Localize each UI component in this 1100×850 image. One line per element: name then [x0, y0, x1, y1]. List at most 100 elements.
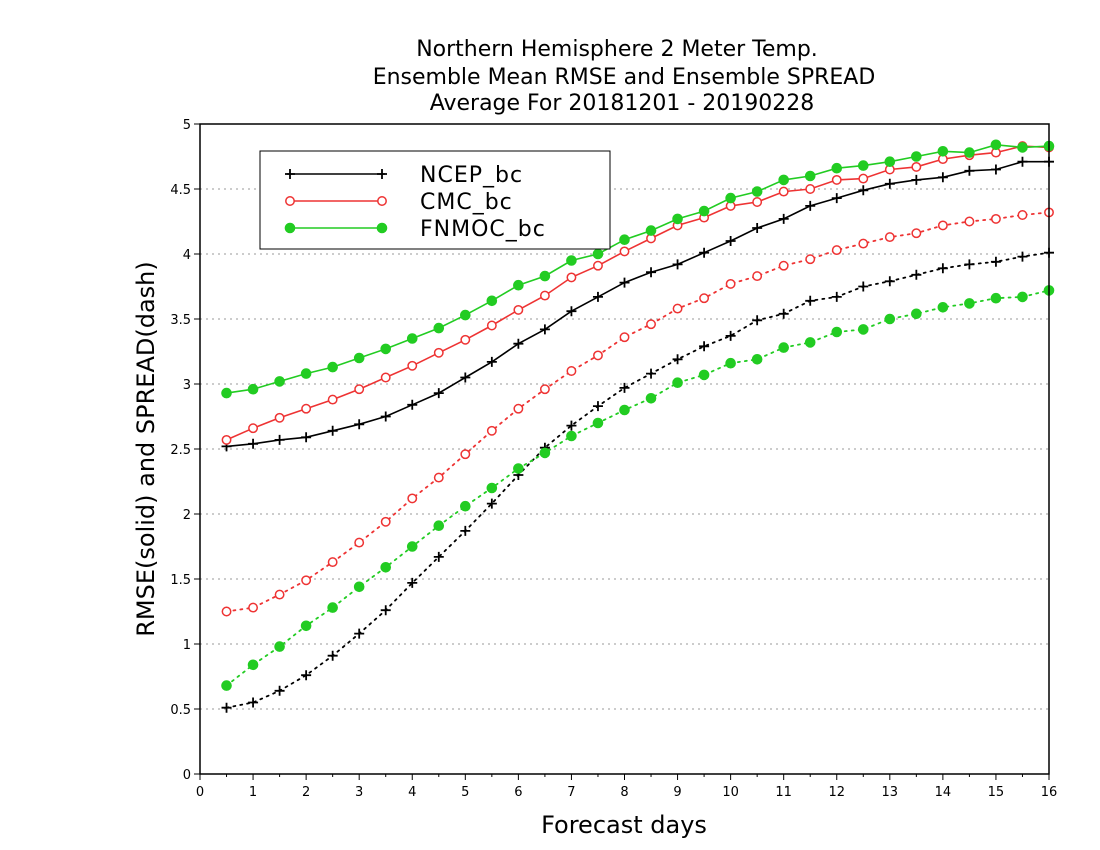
series-fnmoc-bc-rmse-point: [804, 170, 816, 182]
series-cmc-bc-rmse-point: [486, 320, 497, 331]
series-cmc-bc-rmse-point: [566, 272, 577, 283]
series-cmc-bc-spread-point: [646, 319, 656, 330]
series-fnmoc-bc-rmse-point: [645, 225, 657, 236]
series-fnmoc-bc-spread-line: [225, 289, 1050, 687]
series-ncep-bc-spread-point: [619, 382, 630, 393]
series-fnmoc-bc-spread-point: [300, 620, 312, 632]
series-fnmoc-bc-rmse-point: [300, 368, 312, 379]
series-fnmoc-bc-rmse-point: [672, 213, 683, 225]
series-ncep-bc-rmse-point: [592, 291, 603, 302]
y-tick-label: 5: [183, 118, 191, 133]
series-ncep-bc-rmse-point: [301, 432, 312, 443]
series-cmc-bc-rmse-point: [858, 173, 869, 184]
legend-ncep-bc-marker-end: [377, 169, 387, 179]
series-ncep-bc-spread-line: [225, 251, 1050, 709]
series-fnmoc-bc-rmse-point: [911, 151, 922, 162]
legend-box: [259, 150, 611, 250]
x-tick-label: 16: [1041, 785, 1058, 800]
series-ncep-bc-spread-point: [592, 401, 603, 412]
series-cmc-bc-rmse-point: [433, 347, 444, 358]
series-fnmoc-bc-rmse-point: [406, 333, 418, 344]
x-axis-label: Forecast days: [541, 811, 707, 839]
series-ncep-bc-spread-point: [380, 605, 391, 616]
y-axis-label: RMSE(solid) and SPREAD(dash): [132, 261, 160, 637]
x-tick-label: 5: [461, 785, 469, 800]
series-ncep-bc-spread-point: [805, 295, 816, 306]
series-cmc-bc-spread-point: [752, 271, 763, 282]
series-cmc-bc-rmse-point: [380, 372, 391, 383]
series-cmc-bc-spread-point: [593, 350, 603, 361]
series-ncep-bc-rmse-point: [566, 306, 577, 317]
y-tick-label: 3: [183, 378, 191, 393]
series-ncep-bc-spread-point: [354, 628, 365, 639]
series-cmc-bc-rmse-point: [354, 384, 365, 395]
x-tick-label: 9: [673, 785, 681, 800]
series-cmc-bc-rmse-point: [619, 246, 630, 257]
x-tick-label: 14: [935, 785, 952, 800]
series-ncep-bc-spread-point: [778, 308, 789, 319]
legend-fnmoc-bc-label: FNMOC_bc: [420, 217, 546, 242]
series-ncep-bc-spread-point: [248, 697, 259, 708]
series-cmc-bc-spread-point: [937, 220, 948, 231]
x-axis: 0 1 2 3 4 5 6 7 8 9 10 11 12 13 14 15 16: [196, 774, 1057, 800]
series-ncep-bc-spread-point: [831, 291, 842, 302]
series-cmc-bc-rmse-point: [221, 434, 232, 445]
series-ncep-bc-rmse-point: [725, 236, 736, 246]
series-ncep-bc-spread-point: [699, 341, 710, 352]
series-cmc-bc-spread-point: [725, 278, 736, 289]
series-ncep-bc-rmse-point: [805, 200, 816, 211]
x-tick-label: 13: [882, 785, 899, 800]
series-ncep-bc-rmse-point: [619, 277, 630, 288]
series-fnmoc-bc-spread-point: [698, 369, 710, 381]
series-fnmoc-bc-spread-point: [857, 324, 869, 335]
series-fnmoc-bc-rmse-point: [327, 361, 338, 373]
series-ncep-bc-rmse-point: [539, 324, 550, 335]
series-ncep-bc-rmse-point: [407, 399, 418, 410]
series-ncep-bc-rmse-point: [990, 164, 1001, 175]
series-ncep-bc-rmse-point: [937, 172, 948, 183]
series-fnmoc-bc-spread-point: [486, 482, 498, 494]
series-fnmoc-bc-rmse-point: [353, 352, 365, 364]
series-cmc-bc-rmse-point: [248, 423, 259, 434]
x-tick-label: 4: [408, 785, 416, 800]
series-fnmoc-bc-spread-point: [804, 337, 816, 348]
series-cmc-bc-spread-point: [778, 260, 789, 271]
series-fnmoc-bc-rmse-point: [937, 146, 949, 157]
series-fnmoc-bc-rmse-point: [566, 255, 577, 266]
series-fnmoc-bc-spread-point: [751, 354, 763, 365]
series-ncep-bc-spread-point: [858, 281, 869, 292]
series-fnmoc-bc-rmse-point: [460, 309, 471, 321]
series-fnmoc-bc-rmse-point: [725, 192, 736, 204]
series-cmc-bc-rmse-point: [778, 186, 789, 197]
series-ncep-bc-rmse-point: [964, 165, 975, 176]
grid-lines: [200, 188, 1049, 710]
x-tick-label: 15: [988, 785, 1005, 800]
series-ncep-bc-rmse-point: [274, 434, 285, 445]
series-ncep-bc-spread-point: [1017, 251, 1028, 262]
series-fnmoc-bc-rmse-point: [1017, 142, 1028, 153]
series-cmc-bc-spread-point: [699, 293, 710, 304]
legend-cmc-bc-marker-end: [377, 196, 387, 206]
series-fnmoc-bc-spread-point: [380, 562, 392, 573]
y-tick-label: 3.5: [170, 313, 191, 328]
series-ncep-bc-rmse-point: [486, 356, 497, 367]
series-ncep-bc-rmse-point: [778, 213, 789, 224]
series-cmc-bc-rmse-point: [274, 412, 285, 423]
series-ncep-bc-spread-point: [221, 702, 232, 713]
series-fnmoc-bc-rmse-point: [539, 270, 551, 282]
series-ncep-bc-rmse: [221, 156, 1054, 452]
series-ncep-bc-rmse-point: [380, 411, 391, 422]
y-tick-label: 0: [183, 768, 191, 783]
series-fnmoc-bc-spread-point: [247, 659, 259, 671]
x-tick-label: 7: [567, 785, 575, 800]
x-tick-label: 6: [514, 785, 522, 800]
series-fnmoc-bc-rmse-point: [751, 186, 763, 197]
x-tick-label: 3: [355, 785, 363, 800]
series-cmc-bc-spread-point: [248, 602, 259, 613]
series-fnmoc-bc-rmse-point: [221, 387, 232, 399]
series-cmc-bc-spread-point: [486, 425, 497, 436]
series-ncep-bc-spread-point: [433, 551, 444, 562]
series-cmc-bc-rmse-point: [911, 161, 922, 172]
series-ncep-bc-rmse-point: [327, 425, 338, 436]
